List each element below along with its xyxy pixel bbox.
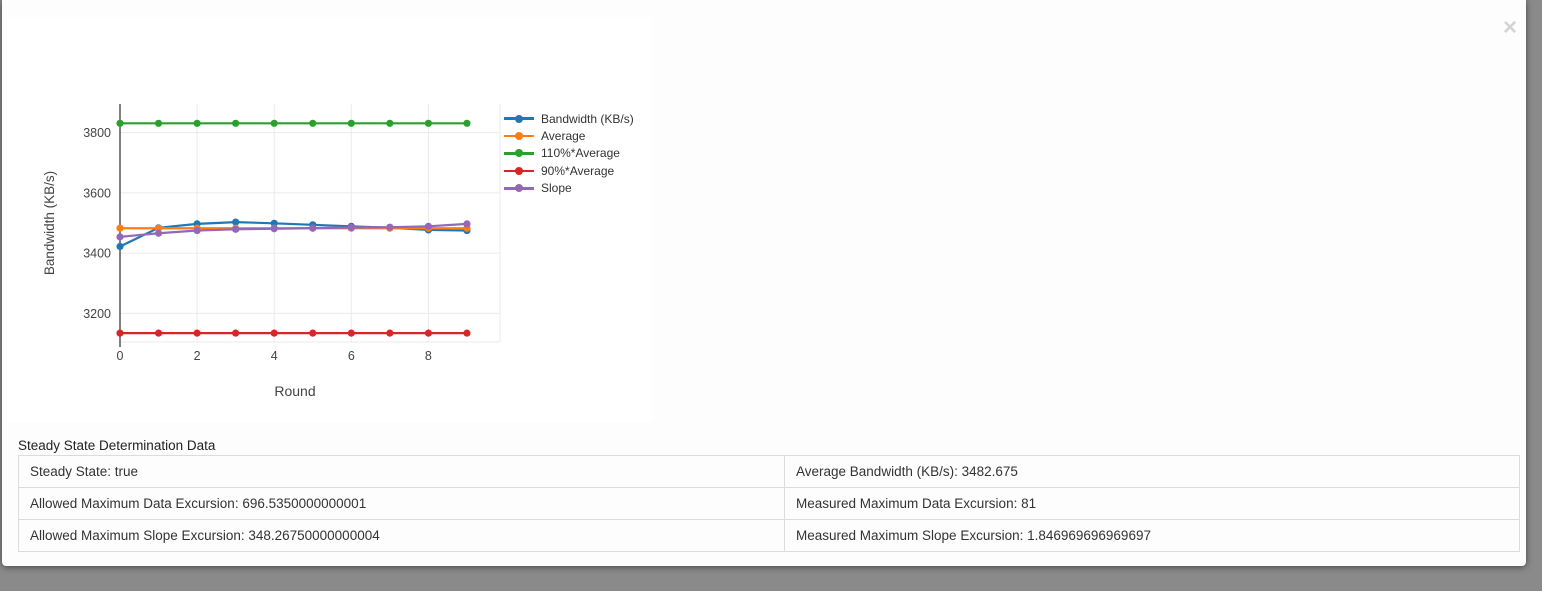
legend-line-icon bbox=[504, 166, 534, 175]
data-point bbox=[270, 119, 278, 127]
data-point bbox=[193, 226, 201, 235]
data-point bbox=[232, 329, 240, 337]
data-point bbox=[270, 329, 278, 337]
legend-line-icon bbox=[504, 114, 534, 123]
legend-dot-icon bbox=[515, 114, 523, 123]
data-point bbox=[154, 119, 163, 127]
x-tick-label: 2 bbox=[194, 349, 201, 363]
data-point bbox=[424, 119, 432, 127]
steady-state-modal: × 3200 3400 3600 3800 0 2 4 6 8 Bandwidth (KB/s) R… bbox=[2, 0, 1526, 566]
data-point bbox=[232, 218, 240, 226]
legend-dot-icon bbox=[515, 149, 523, 158]
legend-item[interactable]: 110%*Average bbox=[504, 145, 634, 162]
data-point bbox=[154, 224, 163, 232]
y-tick-label: 3600 bbox=[83, 186, 111, 200]
legend-dot-icon bbox=[515, 166, 523, 175]
legend-line-icon bbox=[504, 132, 534, 141]
legend-item[interactable]: Average bbox=[504, 127, 634, 144]
data-point bbox=[309, 119, 317, 127]
x-tick-label: 6 bbox=[348, 349, 355, 363]
data-point bbox=[232, 225, 240, 233]
cell-steady-state: Steady State: true bbox=[18, 455, 785, 488]
legend-label: 110%*Average bbox=[541, 146, 620, 161]
data-point bbox=[232, 119, 240, 127]
data-point bbox=[193, 329, 201, 337]
legend-label: Average bbox=[541, 129, 586, 144]
legend-dot-icon bbox=[515, 132, 523, 141]
close-icon[interactable]: × bbox=[1502, 14, 1517, 41]
data-point bbox=[386, 329, 394, 337]
data-point bbox=[424, 222, 432, 230]
table-row: Allowed Maximum Data Excursion: 696.5350… bbox=[18, 487, 1520, 520]
x-axis-title: Round bbox=[274, 383, 315, 399]
data-point bbox=[270, 219, 278, 227]
data-point bbox=[347, 119, 355, 127]
data-point bbox=[154, 229, 163, 237]
data-point bbox=[347, 329, 355, 337]
data-point bbox=[309, 224, 317, 232]
y-tick-label: 3800 bbox=[83, 126, 111, 140]
legend-item[interactable]: Bandwidth (KB/s) bbox=[504, 110, 634, 127]
x-tick-label: 8 bbox=[425, 349, 432, 363]
data-point bbox=[463, 220, 471, 228]
legend-label: Slope bbox=[541, 181, 572, 196]
data-point bbox=[463, 329, 471, 337]
y-axis-title: Bandwidth (KB/s) bbox=[42, 171, 57, 275]
table-row: Allowed Maximum Slope Excursion: 348.267… bbox=[18, 519, 1520, 552]
legend-line-icon bbox=[504, 184, 534, 193]
cell-measured-data-excursion: Measured Maximum Data Excursion: 81 bbox=[784, 487, 1520, 520]
legend-label: 90%*Average bbox=[541, 163, 615, 178]
data-point bbox=[193, 119, 201, 127]
legend-item[interactable]: 90%*Average bbox=[504, 162, 634, 179]
data-point bbox=[116, 329, 124, 337]
legend-item[interactable]: Slope bbox=[504, 180, 634, 197]
data-point bbox=[116, 233, 124, 241]
data-point bbox=[154, 329, 163, 337]
legend-line-icon bbox=[504, 149, 534, 158]
table-row: Steady State: true Average Bandwidth (KB… bbox=[18, 455, 1520, 488]
steady-state-table: Steady State: true Average Bandwidth (KB… bbox=[18, 455, 1520, 552]
y-tick-label: 3200 bbox=[83, 307, 111, 321]
data-point bbox=[424, 329, 432, 337]
data-point bbox=[270, 225, 278, 233]
data-point bbox=[463, 119, 471, 127]
data-point bbox=[116, 224, 124, 232]
data-point bbox=[386, 223, 394, 231]
series-line bbox=[118, 222, 469, 238]
table-title: Steady State Determination Data bbox=[18, 438, 216, 453]
data-point bbox=[309, 329, 317, 337]
chart-legend: Bandwidth (KB/s) Average 110%*Average 90%*A… bbox=[504, 110, 634, 197]
x-tick-label: 4 bbox=[271, 349, 278, 363]
cell-allowed-slope-excursion: Allowed Maximum Slope Excursion: 348.267… bbox=[18, 519, 785, 552]
data-point bbox=[386, 119, 394, 127]
y-tick-label: 3400 bbox=[83, 247, 111, 261]
x-tick-label: 0 bbox=[117, 349, 124, 363]
legend-label: Bandwidth (KB/s) bbox=[541, 111, 634, 126]
bandwidth-chart: 3200 3400 3600 3800 0 2 4 6 8 Bandwidth (KB/s) Rou… bbox=[42, 104, 501, 399]
cell-allowed-data-excursion: Allowed Maximum Data Excursion: 696.5350… bbox=[18, 487, 785, 520]
data-point bbox=[116, 242, 124, 251]
data-point bbox=[116, 119, 124, 127]
cell-measured-slope-excursion: Measured Maximum Slope Excursion: 1.8469… bbox=[784, 519, 1520, 552]
legend-dot-icon bbox=[515, 184, 523, 193]
data-point bbox=[347, 223, 355, 232]
bandwidth-chart-container: 3200 3400 3600 3800 0 2 4 6 8 Bandwidth (KB/s) Rou… bbox=[8, 17, 652, 422]
cell-average-bandwidth: Average Bandwidth (KB/s): 3482.675 bbox=[784, 455, 1520, 488]
